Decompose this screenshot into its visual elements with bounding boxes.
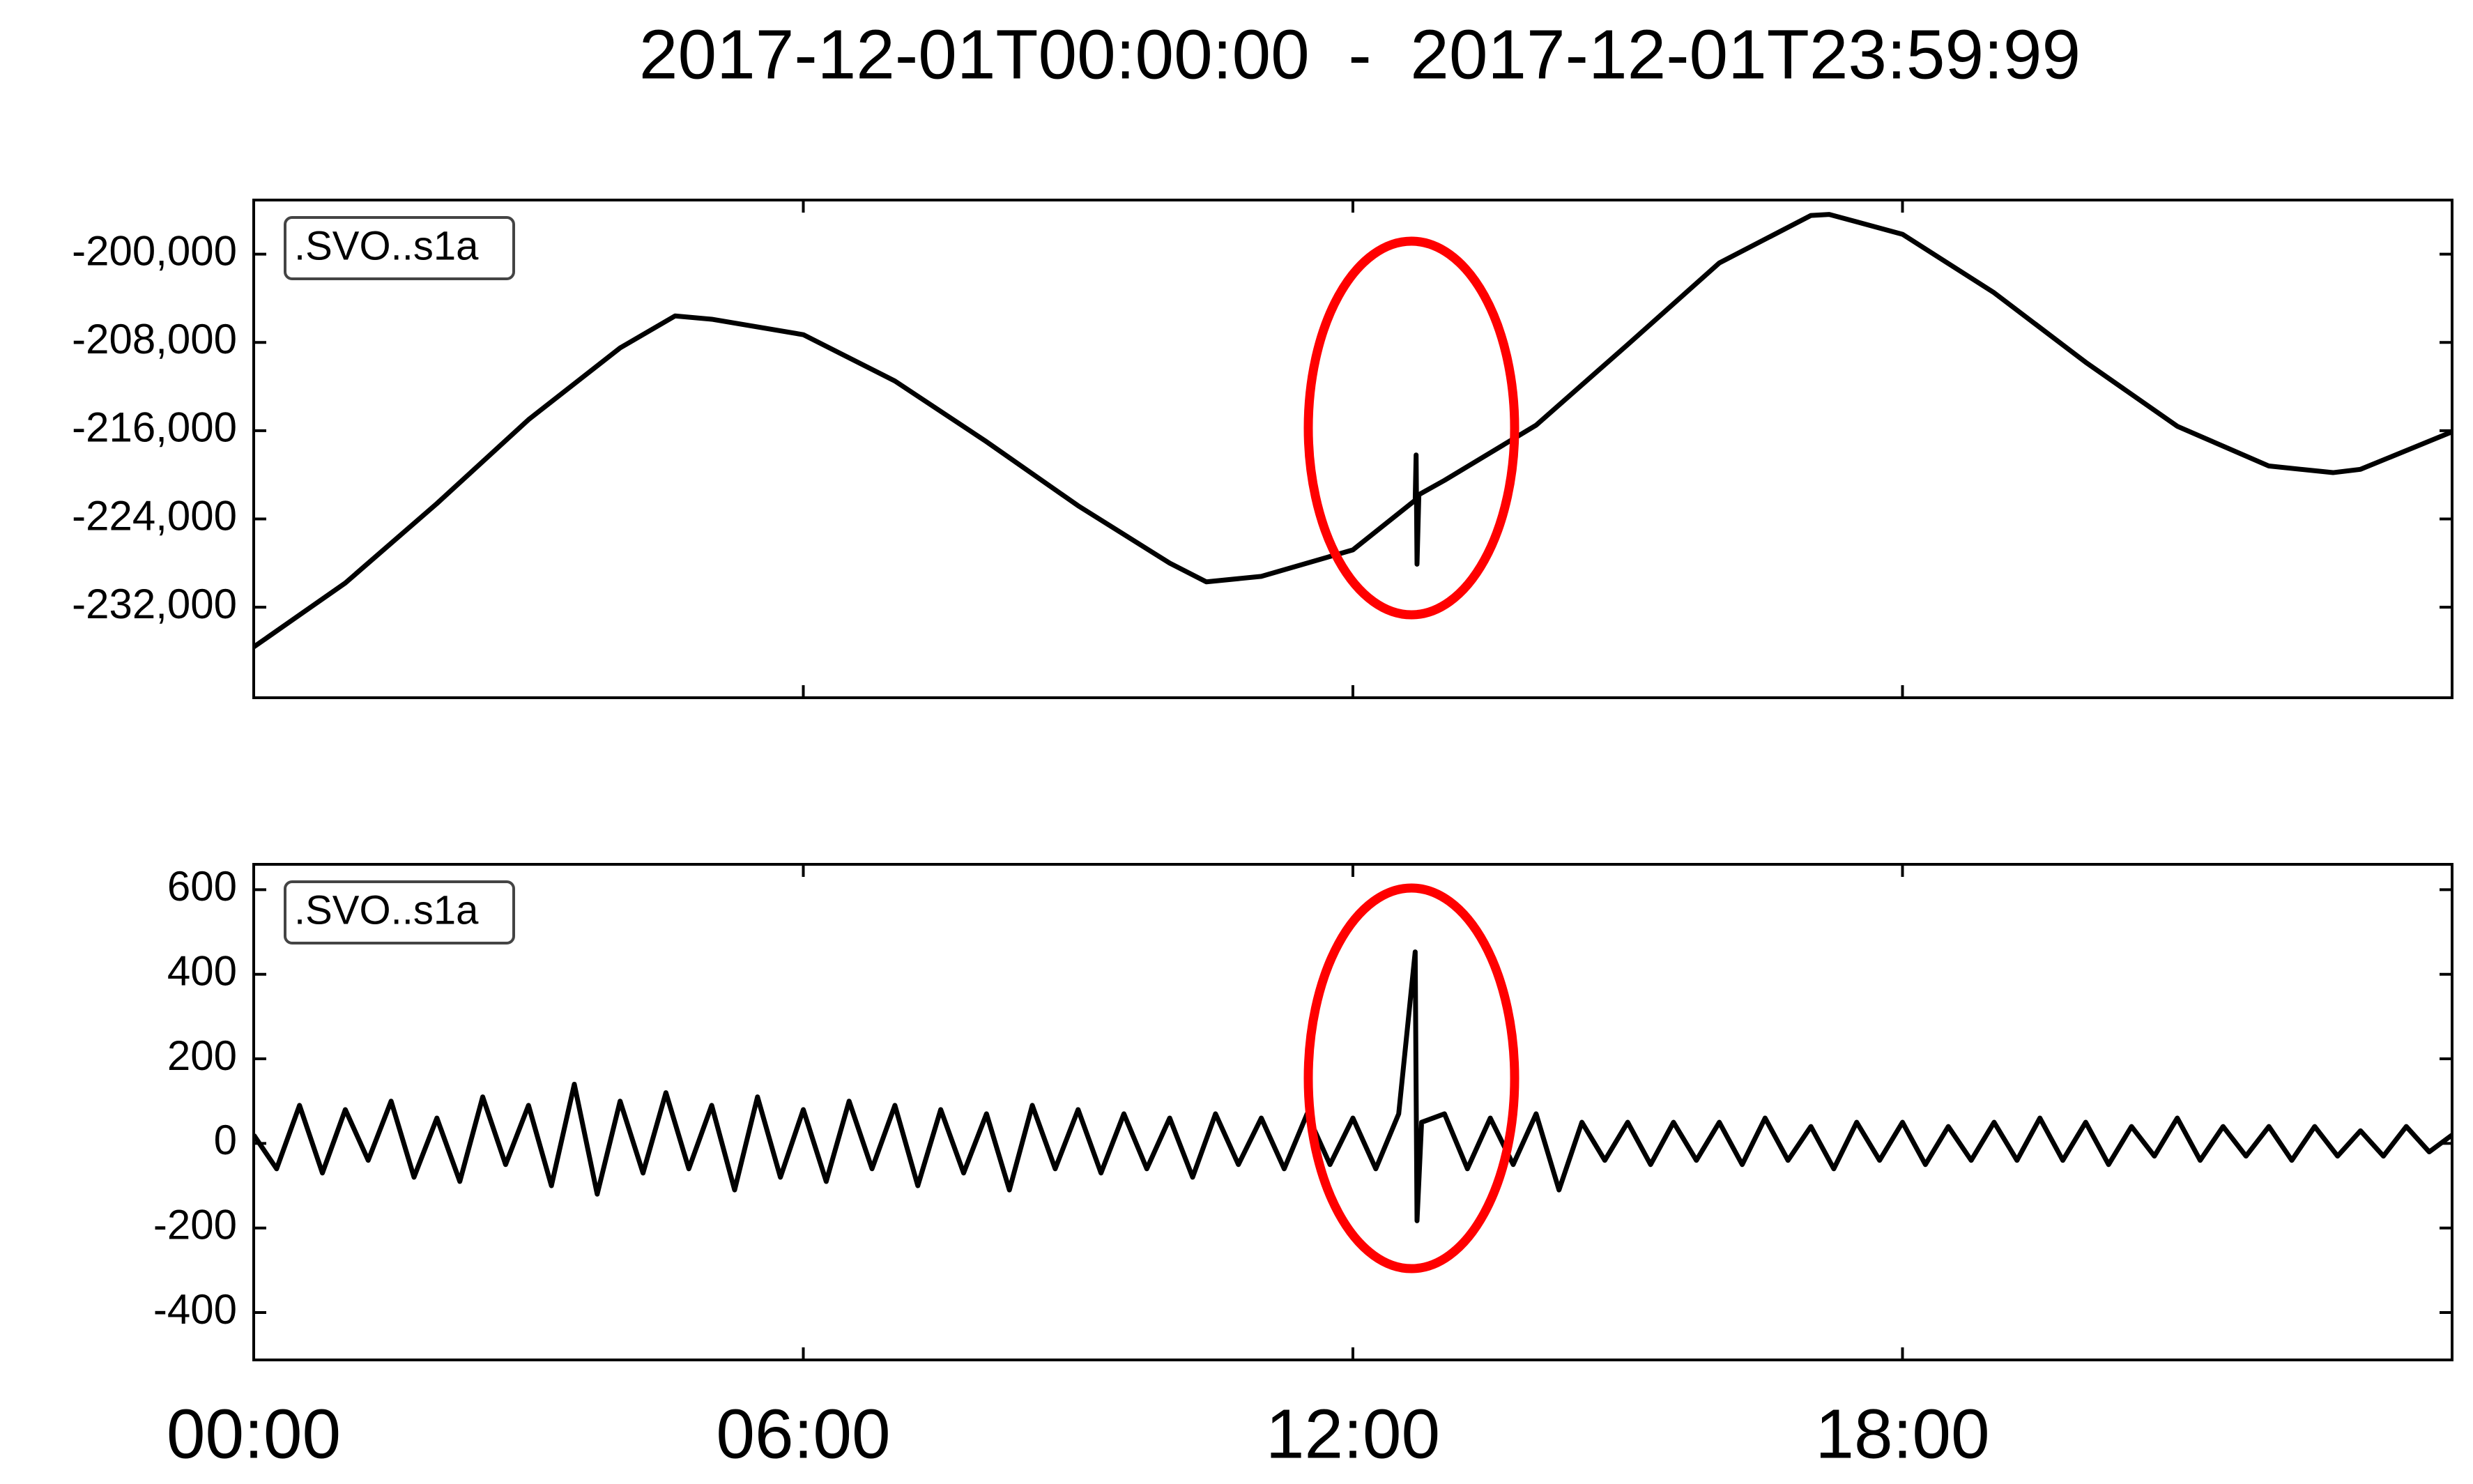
legend-box (284, 880, 515, 944)
data-line (254, 949, 2452, 1223)
y-tick-label: 0 (214, 1117, 237, 1163)
figure-title: 2017-12-01T00:00:00 - 2017-12-01T23:59:9… (639, 15, 2081, 93)
y-tick-label: -232,000 (72, 581, 237, 627)
y-tick-label: -208,000 (72, 316, 237, 362)
data-line (254, 212, 2452, 650)
y-tick-label: -200 (153, 1202, 237, 1248)
legend-label: .SVO..s1a (294, 223, 479, 268)
subplot: 600 400 200 0 -200 -400 00:00 06:00 12:00 18:00 .S… (153, 863, 2453, 1473)
subplot: -200,000 -208,000 -216,000 -224,000 -232,000… (72, 199, 2453, 699)
y-tick-label: 600 (167, 863, 237, 910)
y-tick-label: 400 (167, 948, 237, 995)
y-tick-label: 200 (167, 1032, 237, 1079)
legend-box (284, 216, 515, 280)
plot-frame (252, 863, 2453, 1361)
legend-label: .SVO..s1a (294, 887, 479, 933)
plot-frame (252, 199, 2453, 699)
plots: -200,000 -208,000 -216,000 -224,000 -232,000… (72, 199, 2453, 1473)
x-tick-label: 00:00 (167, 1395, 341, 1473)
highlight-ellipse (1303, 883, 1519, 1273)
x-tick-label: 12:00 (1266, 1395, 1440, 1473)
y-tick-label: -224,000 (72, 492, 237, 539)
x-tick-label: 18:00 (1815, 1395, 1989, 1473)
y-tick-label: -216,000 (72, 404, 237, 451)
highlight-ellipse (1303, 236, 1519, 620)
y-tick-label: -200,000 (72, 227, 237, 274)
x-tick-label: 06:00 (716, 1395, 890, 1473)
y-tick-label: -400 (153, 1286, 237, 1333)
